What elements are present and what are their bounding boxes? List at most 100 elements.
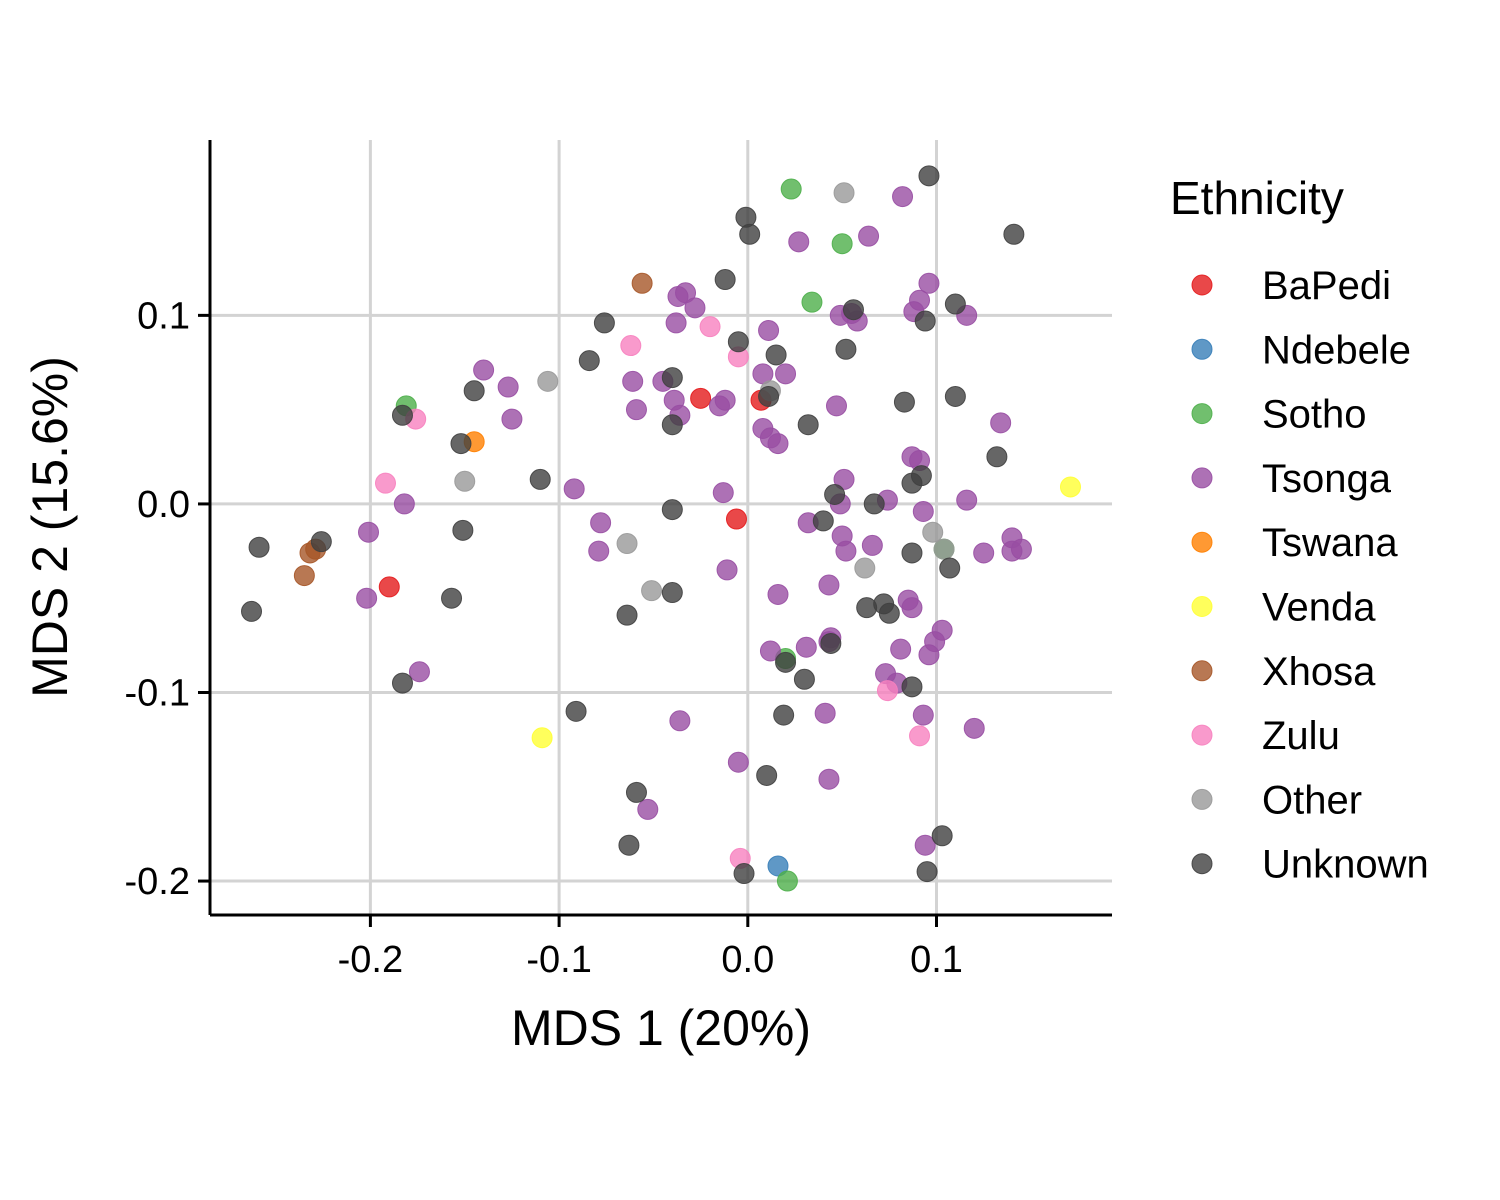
point-sotho (831, 233, 853, 255)
y-tick-label: -0.1 (125, 672, 190, 714)
point-unknown (914, 310, 936, 332)
point-bapedi (378, 576, 400, 598)
point-unknown (901, 542, 923, 564)
point-tsonga (788, 231, 810, 253)
point-unknown (578, 350, 600, 372)
point-unknown (820, 632, 842, 654)
point-unknown (901, 676, 923, 698)
y-axis-title: MDS 2 (15.6%) (22, 356, 78, 698)
point-tsonga (497, 376, 519, 398)
point-tsonga (473, 359, 495, 381)
point-tsonga (901, 597, 923, 619)
point-unknown (835, 338, 857, 360)
point-tsonga (912, 500, 934, 522)
point-unknown (529, 468, 551, 490)
point-sotho (801, 291, 823, 313)
legend-key-tsonga (1191, 467, 1213, 489)
point-tsonga (890, 638, 912, 660)
legend-key-sotho (1191, 403, 1213, 425)
point-tsonga (767, 583, 789, 605)
point-other (641, 580, 663, 602)
point-tsonga (990, 412, 1012, 434)
point-unknown (593, 312, 615, 334)
point-tsonga (716, 559, 738, 581)
point-tsonga (892, 186, 914, 208)
point-tsonga (963, 717, 985, 739)
axis-ticks: -0.2 -0.1 0.0 0.1 -0.2 -0.1 0.0 0.1 (125, 295, 963, 981)
legend-key-venda (1191, 596, 1213, 617)
point-unknown (733, 863, 755, 885)
point-tsonga (914, 834, 936, 856)
point-unknown (893, 391, 915, 413)
legend: Ethnicity BaPedi Ndebele Sotho Tsonga Tswana… (1170, 172, 1429, 887)
point-tsonga (858, 225, 880, 247)
x-axis-title: MDS 1 (20%) (511, 1000, 811, 1056)
point-unknown (916, 861, 938, 883)
series-unknown (241, 165, 1025, 885)
point-tsonga (356, 587, 378, 609)
point-tsonga (727, 751, 749, 773)
point-tsonga (712, 482, 734, 504)
point-unknown (241, 600, 263, 622)
point-unknown (918, 165, 940, 187)
point-tsonga (665, 312, 687, 334)
point-unknown (773, 704, 795, 726)
point-unknown (661, 414, 683, 436)
point-sotho (780, 178, 802, 200)
legend-key-bapedi (1191, 274, 1213, 296)
series-sotho (395, 178, 955, 892)
point-tsonga (818, 574, 840, 596)
point-unknown (391, 672, 413, 694)
point-tsonga (622, 370, 644, 392)
point-tsonga (393, 493, 415, 515)
point-unknown (944, 385, 966, 407)
point-tsonga (625, 399, 647, 421)
point-unknown (661, 499, 683, 521)
point-unknown (391, 404, 413, 426)
x-tick-label: -0.1 (526, 939, 591, 981)
axes (208, 140, 1112, 917)
legend-label-bapedi: BaPedi (1262, 264, 1391, 308)
point-unknown (625, 781, 647, 803)
point-unknown (756, 764, 778, 786)
point-unknown (714, 269, 736, 291)
point-tsonga (918, 644, 940, 666)
point-tsonga (590, 512, 612, 534)
point-tsonga (833, 468, 855, 490)
point-tsonga (759, 640, 781, 662)
legend-label-zulu: Zulu (1262, 714, 1340, 758)
point-tsonga (588, 540, 610, 562)
point-tsonga (818, 768, 840, 790)
point-sotho (776, 870, 798, 892)
point-other (454, 470, 476, 492)
legend-label-other: Other (1262, 778, 1362, 822)
legend-label-ndebele: Ndebele (1262, 328, 1411, 372)
legend-key-xhosa (1191, 660, 1213, 682)
point-unknown (463, 380, 485, 402)
legend-label-xhosa: Xhosa (1262, 650, 1376, 694)
point-unknown (739, 223, 761, 245)
point-zulu (620, 335, 642, 357)
point-unknown (452, 519, 474, 541)
point-unknown (758, 385, 780, 407)
series-ndebele (767, 855, 789, 877)
point-venda (531, 727, 553, 749)
point-unknown (939, 557, 961, 579)
point-other (854, 557, 876, 579)
legend-key-other (1191, 788, 1213, 810)
point-unknown (661, 582, 683, 604)
point-bapedi (725, 508, 747, 530)
series-xhosa (293, 272, 653, 587)
point-unknown (824, 484, 846, 506)
data-points (241, 165, 1081, 892)
point-tsonga (684, 297, 706, 319)
point-tsonga (918, 272, 940, 294)
point-unknown (901, 472, 923, 494)
point-unknown (565, 700, 587, 722)
point-tsonga (501, 408, 523, 430)
point-tsonga (669, 710, 691, 732)
point-unknown (310, 531, 332, 553)
point-tsonga (795, 636, 817, 658)
point-unknown (765, 344, 787, 366)
point-tsonga (758, 319, 780, 341)
